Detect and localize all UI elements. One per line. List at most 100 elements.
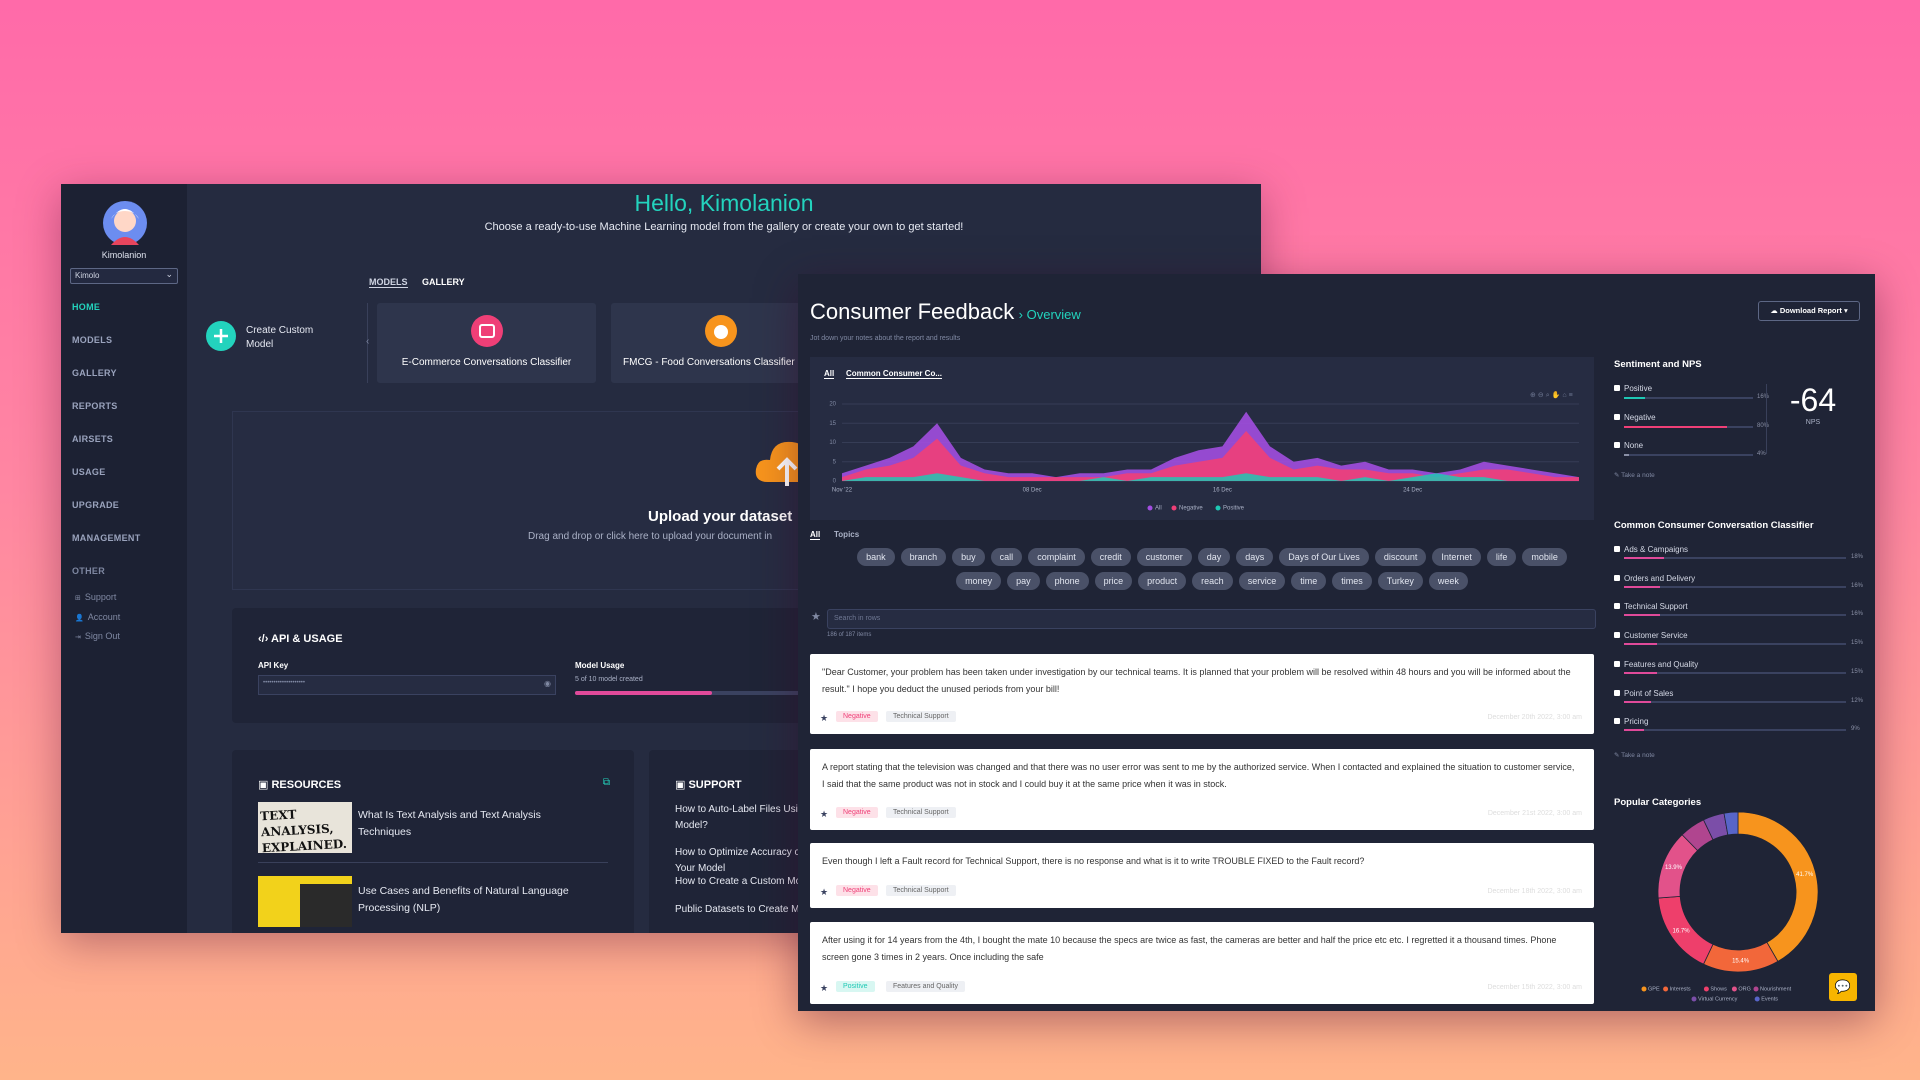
topic-tag[interactable]: product <box>1138 572 1187 590</box>
topic-tag[interactable]: Turkey <box>1377 572 1423 590</box>
legend-label: Virtual Currency <box>1698 996 1738 1002</box>
topic-tag[interactable]: buy <box>952 548 985 566</box>
nav-item[interactable]: AIRSETS <box>72 434 114 444</box>
nav-item[interactable]: USAGE <box>72 467 106 477</box>
checkbox[interactable] <box>1614 574 1620 581</box>
notes-prompt[interactable]: Jot down your notes about the report and… <box>810 335 961 342</box>
review-card: A report stating that the television was… <box>810 749 1594 830</box>
take-note[interactable]: ✎ Take a note <box>1614 471 1655 479</box>
model-card[interactable]: E-Commerce Conversations Classifier <box>377 303 596 383</box>
star-icon[interactable]: ★ <box>820 713 829 723</box>
nav-item[interactable]: UPGRADE <box>72 500 120 510</box>
resource-link[interactable]: Use Cases and Benefits of Natural Langua… <box>358 885 569 914</box>
checkbox[interactable] <box>1614 603 1620 610</box>
topic-tag[interactable]: life <box>1486 548 1517 566</box>
api-key-field[interactable]: •••••••••••••••••••• ◉ <box>258 675 556 695</box>
link-label: Support <box>84 592 117 602</box>
star-icon[interactable]: ★ <box>811 611 821 623</box>
sentiment-badge: Negative <box>836 885 878 896</box>
topic-tag[interactable]: time <box>1291 572 1327 590</box>
search-box[interactable]: Search in rows <box>827 609 1596 629</box>
topic-tag[interactable]: price <box>1094 572 1133 590</box>
scroll-left[interactable]: ‹ <box>366 336 370 347</box>
star-icon[interactable]: ★ <box>820 983 829 993</box>
topic-tag[interactable]: credit <box>1090 548 1131 566</box>
external-link[interactable]: ⧉ <box>602 777 610 788</box>
star-icon[interactable]: ★ <box>820 809 829 819</box>
chart-tab[interactable]: All <box>824 369 835 379</box>
thumbnail-photo <box>300 884 352 927</box>
topic-tag[interactable]: bank <box>857 548 895 566</box>
chat-button[interactable]: 💬 <box>1829 973 1857 1001</box>
create-model-button[interactable]: Create Custom Model <box>206 321 336 351</box>
topic-tag[interactable]: Internet <box>1432 548 1481 566</box>
nav-item[interactable]: GALLERY <box>72 368 117 378</box>
legend-marker <box>1753 986 1759 992</box>
support-link[interactable]: Public Datasets to Create Models <box>675 904 824 915</box>
review-text: A report stating that the television was… <box>822 762 1575 789</box>
resource-link[interactable]: What Is Text Analysis and Text Analysis … <box>358 809 541 838</box>
sentiment-badge: Negative <box>836 807 878 818</box>
topic-tag[interactable]: discount <box>1374 548 1427 566</box>
checkbox[interactable] <box>1614 632 1620 639</box>
topic-tag[interactable]: mobile <box>1522 548 1567 566</box>
breadcrumb[interactable]: › Overview <box>1018 307 1081 322</box>
checkbox[interactable] <box>1614 660 1620 667</box>
legend-marker <box>1171 505 1177 511</box>
legend-label: Positive <box>1223 506 1245 512</box>
topic-tag[interactable]: reach <box>1192 572 1233 590</box>
legend-label: Interests <box>1670 986 1691 992</box>
download-button[interactable]: ☁ Download Report ▾ <box>1758 301 1860 321</box>
support-link[interactable]: How to Create a Custom Model <box>675 876 815 887</box>
chart-toolbar[interactable]: ⊕⊖⌕✋⌂≡ <box>1530 392 1575 399</box>
topic-tab[interactable]: All <box>810 530 821 540</box>
topic-tag[interactable]: pay <box>1007 572 1040 590</box>
topic-tag[interactable]: week <box>1428 572 1468 590</box>
sentiment-bar <box>1624 397 1645 399</box>
take-note[interactable]: ✎ Take a note <box>1614 751 1655 759</box>
y-tick-label: 10 <box>829 440 836 446</box>
other-link[interactable]: 👤 Account <box>75 612 120 622</box>
model-card[interactable]: FMCG - Food Conversations Classifier <box>611 303 830 383</box>
link-label: Sign Out <box>84 631 120 641</box>
other-link[interactable]: ⇥ Sign Out <box>75 631 120 641</box>
checkbox[interactable] <box>1614 718 1620 725</box>
checkbox[interactable] <box>1614 689 1620 696</box>
topic-tag[interactable]: branch <box>900 548 947 566</box>
topic-tag[interactable]: Days of Our Lives <box>1279 548 1369 566</box>
topic-tag[interactable]: days <box>1236 548 1274 566</box>
topic-tab[interactable]: Topics <box>834 530 860 539</box>
nav-item[interactable]: REPORTS <box>72 401 118 411</box>
star-icon[interactable]: ★ <box>820 887 829 897</box>
tab[interactable]: MODELS <box>369 277 408 288</box>
topic-tag[interactable]: service <box>1238 572 1286 590</box>
nav-item[interactable]: HOME <box>72 302 101 312</box>
topic-tag[interactable]: call <box>990 548 1023 566</box>
tab[interactable]: GALLERY <box>422 277 465 287</box>
chart-tab[interactable]: Common Consumer Co... <box>846 369 943 379</box>
topic-tag[interactable]: complaint <box>1028 548 1085 566</box>
topic-tag[interactable]: phone <box>1045 572 1089 590</box>
support-link[interactable]: How to Auto-Label Files Using a Model? <box>675 804 818 831</box>
checkbox[interactable] <box>1614 413 1620 420</box>
topic-tag[interactable]: customer <box>1136 548 1192 566</box>
review-text: "Dear Customer, your problem has been ta… <box>822 667 1571 694</box>
eye-icon[interactable]: ◉ <box>544 679 551 688</box>
checkbox[interactable] <box>1614 442 1620 448</box>
sentiment-label: Negative <box>1624 412 1656 422</box>
topic-tag[interactable]: money <box>956 572 1002 590</box>
classifier-bar <box>1624 700 1651 703</box>
checkbox[interactable] <box>1614 546 1620 552</box>
workspace-select[interactable]: Kimolo ⌄ <box>70 268 178 284</box>
take-note-label: Take a note <box>1621 752 1655 759</box>
nav-item[interactable]: MANAGEMENT <box>72 533 141 543</box>
checkbox[interactable] <box>1614 385 1620 391</box>
topic-tag[interactable]: times <box>1332 572 1372 590</box>
other-link[interactable]: ⊞ Support <box>75 592 116 602</box>
api-title-text: API & USAGE <box>271 633 343 645</box>
donut-slice <box>1723 811 1739 836</box>
nav-item[interactable]: MODELS <box>72 335 113 345</box>
topic-tag[interactable]: day <box>1197 548 1231 566</box>
avatar <box>103 201 147 245</box>
support-link[interactable]: How to Optimize Accuracy of Your Model <box>675 847 803 874</box>
